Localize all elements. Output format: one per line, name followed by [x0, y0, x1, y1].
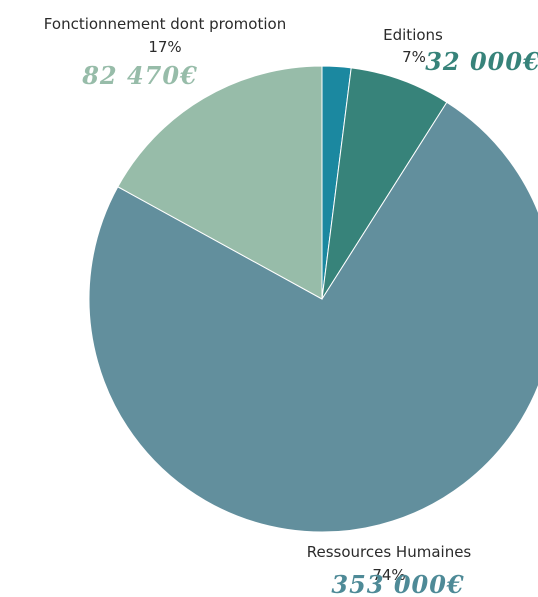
slice-amount-editions: 32 000€ [425, 47, 538, 76]
slice-amount-rh: 353 000€ [331, 570, 464, 597]
slice-amount-fonctionnement: 82 470€ [81, 61, 198, 90]
slice-ressources-humaines [88, 101, 538, 533]
slice-label-rh: Ressources Humaines [307, 543, 472, 561]
slice-label-fonctionnement: Fonctionnement dont promotion [44, 15, 286, 33]
slice-percent-fonctionnement: 17% [148, 38, 181, 56]
slice-percent-editions: 7% [402, 48, 426, 66]
slice-label-editions: Editions [383, 26, 443, 44]
slice-editions [321, 67, 448, 300]
pie-slices [88, 65, 538, 533]
slice-fonctionnement [117, 65, 323, 300]
slice-percent-rh: 74% [372, 566, 405, 584]
